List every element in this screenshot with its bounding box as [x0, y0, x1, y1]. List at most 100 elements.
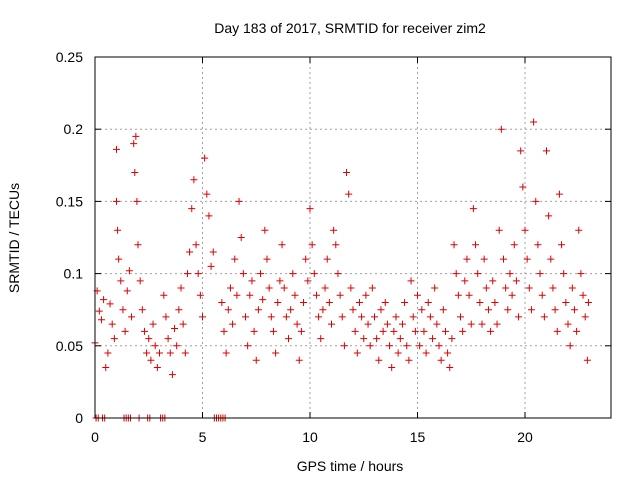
data-point: [201, 154, 209, 162]
data-point: [437, 356, 445, 364]
data-point: [441, 327, 449, 335]
data-point: [289, 270, 297, 278]
data-point: [239, 270, 247, 278]
data-point: [220, 327, 228, 335]
data-point: [179, 320, 187, 328]
data-point: [530, 118, 538, 126]
data-point: [521, 226, 529, 234]
data-point: [429, 335, 437, 343]
data-point: [259, 296, 267, 304]
data-point: [353, 349, 361, 357]
data-point: [132, 132, 140, 140]
data-point: [218, 298, 226, 306]
data-point: [181, 349, 189, 357]
data-point: [368, 284, 376, 292]
data-point: [527, 306, 535, 314]
data-point: [584, 298, 592, 306]
data-point: [134, 241, 142, 249]
chart-title: Day 183 of 2017, SRMTID for receiver zim…: [214, 20, 486, 36]
data-point: [416, 342, 424, 350]
data-point: [448, 335, 456, 343]
data-point: [274, 298, 282, 306]
data-point: [465, 291, 473, 299]
data-point: [190, 176, 198, 184]
data-point: [538, 291, 546, 299]
data-point: [304, 277, 312, 285]
data-point: [297, 327, 305, 335]
axis-ticks: 0 0.05 0.1 0.15 0.2 0.25 0 5 10 15 20: [56, 49, 611, 445]
data-point: [254, 306, 262, 314]
data-point: [512, 277, 520, 285]
data-point: [476, 298, 484, 306]
data-point: [366, 342, 374, 350]
data-point: [540, 313, 548, 321]
data-point: [351, 327, 359, 335]
data-point: [549, 284, 557, 292]
data-points: [91, 118, 592, 422]
data-point: [300, 298, 308, 306]
data-point: [386, 342, 394, 350]
data-point: [405, 356, 413, 364]
data-point: [409, 313, 417, 321]
data-point: [237, 234, 245, 241]
data-point: [525, 284, 533, 292]
data-point: [130, 140, 138, 148]
data-point: [248, 277, 256, 285]
data-point: [168, 371, 176, 379]
data-point: [229, 320, 237, 328]
data-point: [472, 241, 480, 249]
data-point: [347, 284, 355, 292]
data-point: [390, 327, 398, 335]
data-point: [575, 226, 583, 234]
data-point: [446, 363, 454, 371]
x-tick-label: 15: [410, 429, 426, 445]
data-point: [570, 306, 578, 314]
data-point: [497, 125, 505, 133]
data-point: [147, 356, 155, 364]
data-point: [396, 335, 404, 343]
data-point: [156, 349, 163, 357]
data-point: [276, 277, 284, 285]
data-point: [321, 284, 329, 292]
data-point: [551, 306, 559, 314]
data-point: [336, 291, 344, 299]
data-point: [117, 277, 125, 285]
data-point: [568, 284, 576, 292]
data-point: [478, 320, 486, 328]
data-point: [411, 327, 419, 335]
data-point: [426, 313, 434, 321]
data-point: [435, 342, 443, 350]
data-point: [579, 291, 587, 299]
data-point: [517, 147, 525, 155]
data-point: [463, 255, 471, 263]
data-point: [343, 169, 351, 177]
data-point: [160, 291, 168, 299]
data-point: [97, 316, 105, 324]
data-point: [330, 226, 338, 234]
data-point: [493, 320, 501, 328]
y-tick-label: 0.1: [64, 266, 84, 282]
y-tick-label: 0.15: [56, 193, 83, 209]
data-point: [323, 255, 331, 263]
data-point: [422, 349, 430, 357]
data-point: [358, 313, 366, 321]
data-point: [364, 320, 372, 328]
data-point: [123, 287, 131, 295]
x-tick-label: 20: [517, 429, 533, 445]
data-point: [349, 306, 357, 314]
data-point: [414, 291, 421, 299]
data-point: [244, 342, 252, 350]
data-point: [114, 226, 122, 234]
data-point: [543, 147, 550, 155]
data-point: [545, 212, 553, 220]
data-point: [420, 327, 428, 335]
data-point: [188, 205, 196, 213]
data-point: [287, 306, 295, 314]
data-point: [265, 284, 273, 292]
data-point: [573, 327, 581, 335]
data-point: [315, 313, 323, 321]
data-point: [515, 313, 523, 321]
data-point: [282, 313, 290, 321]
data-point: [149, 320, 157, 328]
data-point: [133, 197, 141, 205]
